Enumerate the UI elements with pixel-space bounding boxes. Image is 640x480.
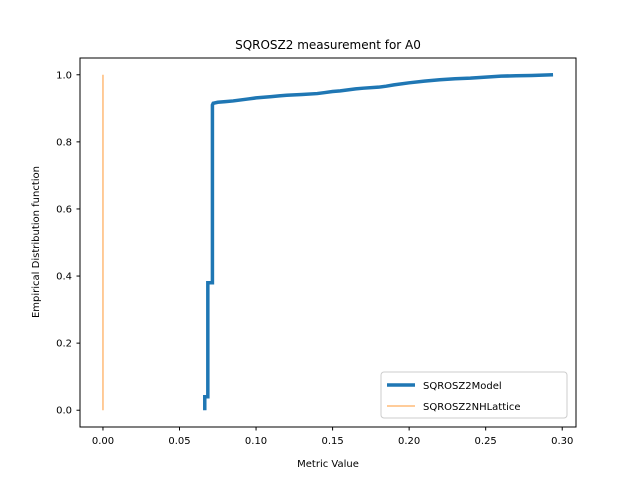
x-tick-label: 0.20 [398, 436, 420, 447]
y-axis-label: Empirical Distribution function [31, 166, 42, 318]
x-tick-label: 0.30 [551, 436, 573, 447]
y-tick-label: 0.6 [56, 204, 72, 215]
x-tick-label: 0.15 [321, 436, 343, 447]
legend: SQROSZ2Model SQROSZ2NHLattice [380, 371, 568, 419]
y-tick-label: 0.2 [56, 339, 72, 350]
x-tick-label: 0.10 [245, 436, 267, 447]
legend-box [380, 371, 568, 419]
axes-frame [79, 57, 577, 428]
x-tick-label: 0.25 [475, 436, 497, 447]
x-tick-label: 0.00 [92, 436, 114, 447]
y-tick-label: 0.0 [56, 406, 72, 417]
chart-title: SQROSZ2 measurement for A0 [235, 38, 421, 52]
series-line-1 [203, 73, 554, 411]
x-tick-label: 0.05 [168, 436, 190, 447]
plot-area: 0.00 0.05 0.10 0.15 0.20 0.25 0.30 0.0 0.2 0.4 0.6… [56, 57, 577, 447]
legend-label-2: SQROSZ2NHLattice [423, 402, 521, 413]
x-axis-label: Metric Value [297, 459, 359, 470]
y-tick-label: 1.0 [56, 70, 72, 81]
y-tick-label: 0.8 [56, 137, 72, 148]
legend-label-1: SQROSZ2Model [423, 381, 502, 392]
y-tick-label: 0.4 [56, 272, 72, 283]
